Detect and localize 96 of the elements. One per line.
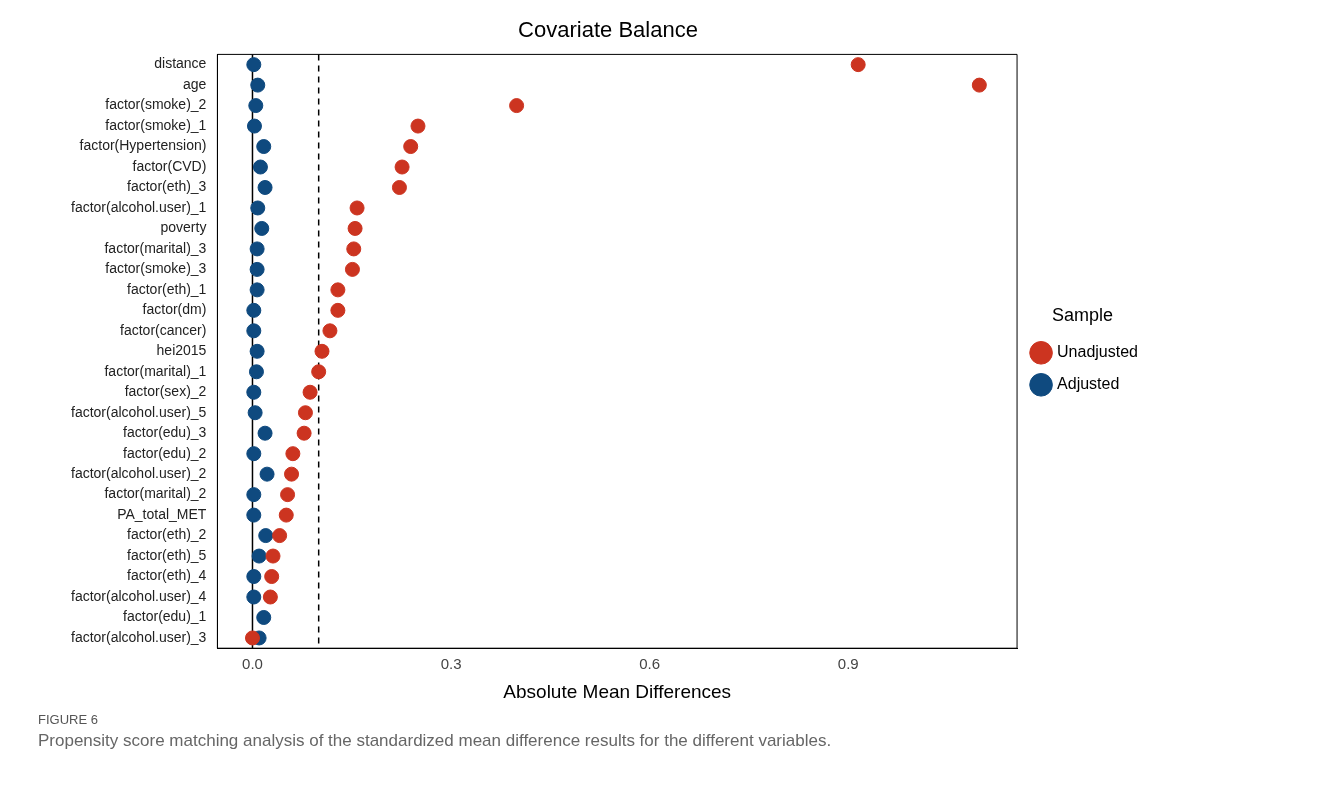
y-tick-label: factor(eth)_3	[127, 178, 207, 195]
x-tick-label: 0.6	[639, 655, 661, 673]
y-tick-label: factor(marital)_3	[104, 239, 207, 256]
y-tick-label: factor(edu)_2	[123, 444, 207, 461]
y-tick-label: factor(dm)	[142, 301, 207, 318]
y-tick-label: factor(eth)_1	[127, 280, 207, 297]
y-tick-label: factor(edu)_3	[123, 424, 207, 441]
y-tick-label: factor(smoke)_3	[105, 260, 207, 277]
point	[249, 261, 265, 277]
point	[322, 323, 338, 339]
y-tick-label: factor(alcohol.user)_2	[70, 465, 207, 482]
point	[246, 57, 262, 73]
point	[246, 507, 262, 523]
point	[246, 569, 262, 585]
point	[509, 98, 525, 114]
chart-title: Covariate Balance	[518, 17, 698, 43]
y-tick-label: factor(edu)_1	[123, 608, 207, 625]
point	[330, 302, 346, 318]
legend-label: Unadjusted	[1057, 343, 1139, 361]
point	[250, 200, 266, 216]
point	[259, 466, 275, 482]
y-tick-label: factor(eth)_4	[127, 567, 207, 584]
text: Propensity score matching analysis of the standardized mean difference results for the different variables.	[38, 731, 833, 751]
y-tick-label: factor(marital)_2	[104, 485, 207, 502]
y-tick-label: factor(eth)_2	[127, 526, 207, 543]
y-tick-label: factor(smoke)_2	[105, 96, 207, 113]
x-tick-label: 0.3	[440, 655, 462, 673]
point	[311, 364, 327, 380]
point	[246, 487, 262, 503]
point	[247, 405, 263, 421]
point	[265, 548, 281, 564]
point	[246, 446, 262, 462]
y-tick-label: PA_total_MET	[117, 505, 207, 522]
y-tick-label: factor(marital)_1	[104, 362, 207, 379]
x-axis-title: Absolute Mean Differences	[503, 680, 732, 702]
point	[314, 343, 330, 359]
y-tick-label: factor(smoke)_1	[105, 116, 207, 133]
point	[347, 220, 363, 236]
y-tick-label: distance	[154, 55, 207, 72]
x-tick-label: 0.9	[837, 655, 859, 673]
y-tick-label: factor(sex)_2	[124, 383, 207, 400]
point	[246, 589, 262, 605]
point	[272, 528, 288, 544]
point	[330, 282, 346, 298]
point	[297, 405, 313, 421]
point	[248, 364, 264, 380]
y-tick-label: age	[183, 75, 207, 92]
point	[250, 77, 266, 93]
y-tick-label: factor(eth)_5	[127, 546, 207, 563]
point	[264, 569, 280, 585]
point	[246, 323, 262, 339]
y-tick-label: factor(Hypertension)	[79, 137, 207, 154]
point	[302, 384, 318, 400]
point	[391, 179, 407, 195]
point	[284, 466, 300, 482]
point	[249, 241, 265, 257]
point	[256, 609, 272, 625]
y-tick-label: factor(CVD)	[132, 157, 207, 174]
point	[346, 241, 362, 257]
y-tick-label: poverty	[160, 219, 207, 236]
point	[410, 118, 426, 134]
point	[280, 487, 296, 503]
point	[257, 179, 273, 195]
y-tick-label: hei2015	[156, 342, 207, 359]
point	[262, 589, 278, 605]
point	[257, 425, 273, 441]
y-tick-label: factor(alcohol.user)_1	[70, 198, 207, 215]
point	[296, 425, 312, 441]
point	[258, 528, 274, 544]
y-tick-label: factor(alcohol.user)_5	[70, 403, 207, 420]
y-tick-label: factor(alcohol.user)_4	[70, 587, 207, 604]
point	[254, 220, 270, 236]
point	[278, 507, 294, 523]
point	[349, 200, 365, 216]
point	[252, 159, 268, 175]
point	[249, 282, 265, 298]
point	[403, 139, 419, 155]
point	[246, 302, 262, 318]
point	[246, 384, 262, 400]
caption: FIGURE 6	[38, 712, 99, 727]
point	[285, 446, 301, 462]
point	[248, 98, 264, 114]
point	[251, 548, 267, 564]
y-tick-label: factor(cancer)	[120, 321, 207, 338]
legend-title: Sample	[1052, 305, 1114, 326]
point	[344, 261, 360, 277]
legend-label: Adjusted	[1057, 375, 1120, 393]
point	[850, 57, 866, 73]
point	[246, 118, 262, 134]
x-tick-label: 0.0	[242, 655, 263, 673]
point	[971, 77, 987, 93]
point	[249, 343, 265, 359]
point	[244, 630, 260, 646]
point	[256, 139, 272, 155]
y-tick-label: factor(alcohol.user)_3	[70, 628, 207, 645]
point	[394, 159, 410, 175]
